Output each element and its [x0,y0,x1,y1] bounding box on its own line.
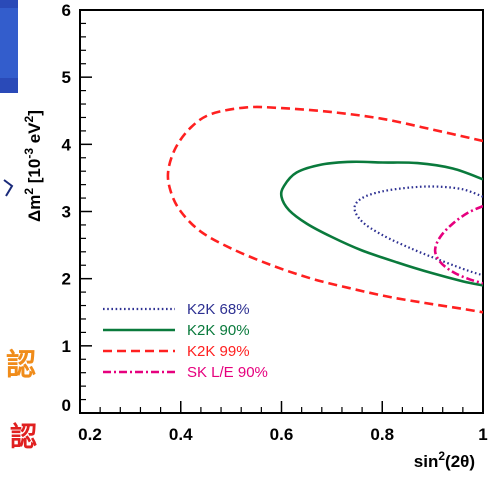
curve-layer [166,105,483,314]
x-tick-label: 0.6 [270,425,294,444]
legend-label: SK L/E 90% [187,364,268,381]
series-line [353,185,483,277]
tick-layer [79,9,484,414]
x-tick-label: 0.8 [370,425,394,444]
y-axis-title: Δm2 [10-3 eV2] [22,110,44,222]
y-tick-label: 6 [62,1,71,20]
blue-panel-highlight [0,8,18,78]
series-line [166,105,483,314]
x-axis-title: sin2(2θ) [414,449,475,471]
y-tick-label: 3 [62,203,71,222]
cropped-mark-fragment [3,179,14,197]
plot-frame [79,9,484,414]
y-tick-label: 5 [62,68,71,87]
tick-label-layer: 0.2 0.4 0.6 0.8 1 0 1 2 3 4 5 6 [62,1,488,444]
legend-label: K2K 90% [187,322,250,339]
legend-label: K2K 68% [187,301,250,318]
side-text-red: 認 [10,421,37,453]
x-tick-label: 0.4 [169,425,193,444]
y-tick-label: 2 [62,270,71,289]
legend: K2K 68% K2K 90% K2K 99% SK L/E 90% [103,301,268,381]
legend-label: K2K 99% [187,343,250,360]
series-line [433,204,483,285]
side-text-orange: 認 [6,348,36,383]
series-line [279,160,483,287]
y-tick-label: 1 [62,337,71,356]
y-tick-label: 4 [62,135,72,154]
y-tick-label: 0 [62,396,71,415]
x-tick-label: 1 [478,425,487,444]
x-tick-label: 0.2 [78,425,102,444]
